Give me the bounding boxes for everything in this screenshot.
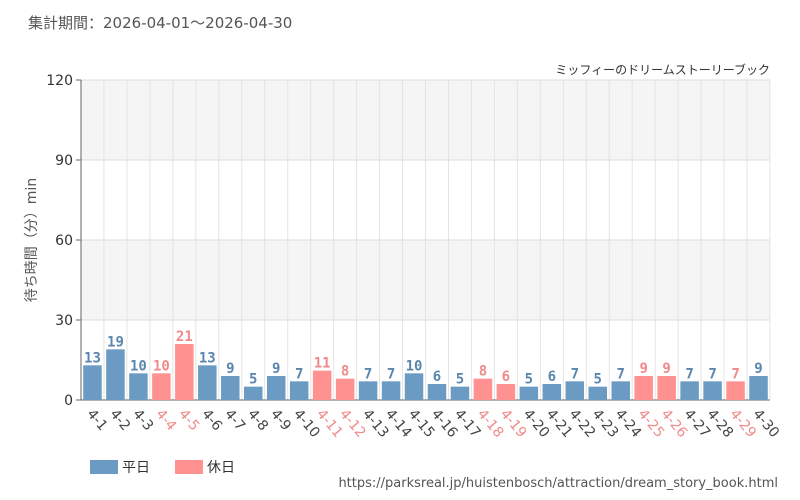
data-label-4-28: 7 [708,366,716,382]
y-tick-label: 30 [55,313,73,329]
data-label-4-1: 13 [84,350,101,366]
bar-4-1[interactable] [83,365,102,400]
data-label-4-8: 5 [249,372,257,388]
data-label-4-16: 6 [433,369,441,385]
bar-4-8[interactable] [244,386,263,400]
x-tick-label-4-1: 4-1 [83,406,110,434]
bar-4-16[interactable] [427,384,447,400]
data-label-4-22: 7 [571,366,579,382]
bar-4-18[interactable] [473,378,493,400]
y-tick-label: 90 [55,153,73,169]
bar-4-17[interactable] [450,386,470,400]
source-url[interactable]: https://parksreal.jp/huistenbosch/attrac… [338,476,778,491]
data-label-4-10: 7 [295,366,303,382]
bar-4-11[interactable] [312,370,332,400]
data-label-4-13: 7 [364,366,372,382]
data-label-4-21: 6 [548,369,556,385]
bar-4-23[interactable] [588,386,608,400]
attraction-name: ミッフィーのドリームストーリーブック [555,62,770,77]
period-label: 集計期間：2026-04-01～2026-04-30 [28,14,292,32]
data-label-4-7: 9 [226,361,234,377]
y-tick-label: 120 [46,73,73,89]
bar-4-12[interactable] [335,378,355,400]
data-label-4-20: 5 [525,372,533,388]
data-label-4-6: 13 [199,350,216,366]
x-tick-label-4-6: 4-6 [198,406,225,434]
data-label-4-11: 11 [314,356,331,372]
bar-4-27[interactable] [680,381,699,400]
data-label-4-25: 9 [639,361,647,377]
y-axis-label: 待ち時間（分）min [24,178,40,302]
y-tick-label: 0 [64,393,73,409]
data-label-4-26: 9 [662,361,670,377]
bar-4-21[interactable] [542,384,562,400]
data-label-4-12: 8 [341,364,349,380]
plot-area: 0 30 60 90 120 13 4-1 19 4-2 10 4-3 10 4-4 21 4-5 13 4-6… [46,73,782,441]
bar-4-15[interactable] [404,373,424,400]
data-label-4-30: 9 [754,361,762,377]
bar-4-26[interactable] [657,376,676,400]
bar-4-19[interactable] [496,384,516,400]
bar-4-10[interactable] [289,381,309,400]
y-tick-label: 60 [55,233,73,249]
bar-4-30[interactable] [749,376,768,400]
bar-4-2[interactable] [106,349,125,400]
data-label-4-19: 6 [502,369,510,385]
bar-4-13[interactable] [358,381,378,400]
data-label-4-27: 7 [685,366,693,382]
x-tick-label-4-2: 4-2 [106,406,133,434]
legend: 平日 休日 [90,460,235,476]
bar-4-20[interactable] [519,386,539,400]
data-label-4-5: 21 [176,329,193,345]
legend-swatch-holiday [175,460,203,474]
legend-label-weekday: 平日 [122,460,150,476]
x-tick-label-4-5: 4-5 [175,406,202,434]
data-label-4-29: 7 [731,366,739,382]
data-label-4-14: 7 [387,366,395,382]
data-label-4-23: 5 [594,372,602,388]
x-tick-label-4-4: 4-4 [152,406,179,434]
bar-4-24[interactable] [611,381,630,400]
bar-4-5[interactable] [175,344,194,400]
x-tick-label-4-8: 4-8 [244,406,271,434]
data-label-4-18: 8 [479,364,487,380]
data-label-4-24: 7 [616,366,624,382]
bar-4-4[interactable] [152,373,171,400]
x-tick-label-4-3: 4-3 [129,406,156,434]
data-label-4-4: 10 [153,358,170,374]
bar-4-28[interactable] [703,381,722,400]
data-label-4-3: 10 [130,358,147,374]
data-label-4-2: 19 [107,334,124,350]
data-label-4-17: 5 [456,372,464,388]
bar-4-22[interactable] [565,381,585,400]
data-label-4-9: 9 [272,361,280,377]
x-tick-label-4-7: 4-7 [221,406,248,434]
bar-4-6[interactable] [198,365,217,400]
x-tick-label-4-9: 4-9 [267,406,294,434]
bar-4-3[interactable] [129,373,148,400]
bar-4-14[interactable] [381,381,401,400]
data-label-4-15: 10 [406,358,423,374]
legend-swatch-weekday [90,460,118,474]
legend-label-holiday: 休日 [207,460,235,476]
bar-4-25[interactable] [634,376,653,400]
bar-4-29[interactable] [726,381,745,400]
bar-4-9[interactable] [266,376,286,400]
bar-4-7[interactable] [221,376,240,400]
